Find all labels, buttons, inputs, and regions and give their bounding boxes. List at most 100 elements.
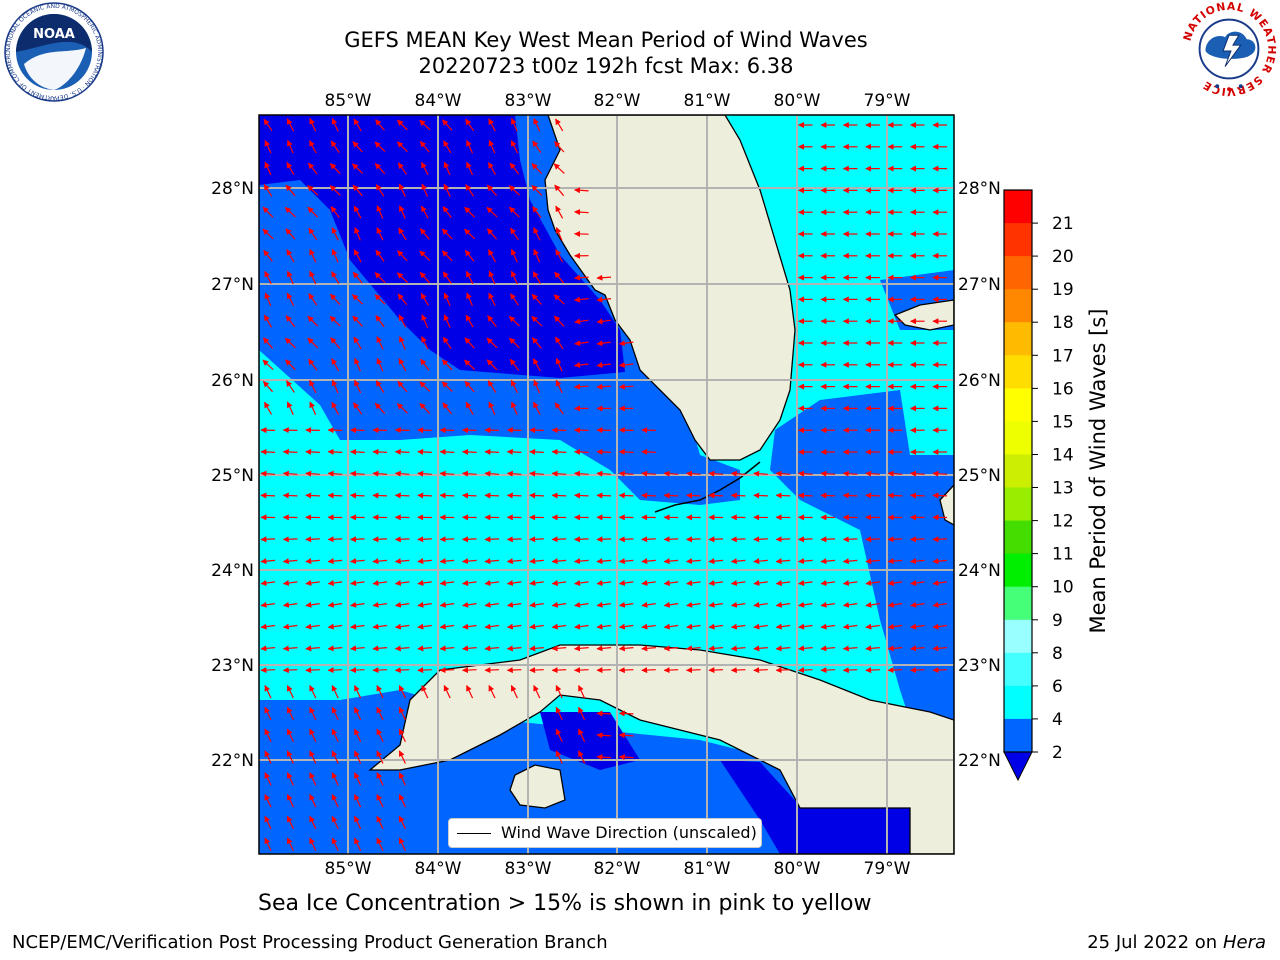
- wind-wave-arrow: [376, 772, 384, 786]
- wind-wave-arrow: [398, 772, 406, 786]
- wind-wave-arrow: [887, 623, 903, 630]
- wind-wave-arrow: [708, 492, 724, 499]
- wind-wave-arrow: [509, 206, 520, 218]
- wind-wave-arrow: [932, 623, 947, 630]
- wind-wave-arrow: [282, 558, 298, 565]
- wind-wave-arrow: [464, 359, 476, 371]
- colorbar-segment: [1004, 619, 1032, 654]
- colorbar-tick-label: 21: [1052, 214, 1074, 234]
- wind-wave-arrow: [439, 558, 455, 565]
- wind-wave-arrow: [910, 623, 925, 630]
- wind-wave-arrow: [618, 754, 634, 761]
- wind-wave-arrow: [529, 667, 544, 674]
- wind-wave-arrow: [686, 623, 701, 630]
- wind-wave-arrow: [398, 706, 406, 721]
- wind-wave-arrow: [641, 492, 656, 499]
- wind-wave-arrow: [551, 558, 567, 565]
- wind-wave-arrow: [596, 274, 612, 281]
- colorbar-tick-label: 20: [1052, 247, 1074, 267]
- wind-wave-arrow: [309, 684, 317, 699]
- wind-wave-arrow: [262, 228, 274, 240]
- wind-wave-arrow: [263, 183, 273, 197]
- wind-wave-arrow: [327, 448, 343, 455]
- wind-wave-arrow: [510, 140, 519, 154]
- wind-wave-arrow: [286, 249, 295, 263]
- wind-wave-arrow: [331, 248, 339, 263]
- wind-wave-arrow: [417, 645, 432, 652]
- wind-wave-arrow: [329, 163, 341, 175]
- wind-wave-arrow: [574, 536, 589, 543]
- wind-wave-arrow: [282, 601, 298, 608]
- wind-wave-arrow: [486, 206, 498, 218]
- wind-wave-arrow: [932, 536, 948, 543]
- wind-wave-arrow: [329, 315, 341, 327]
- wind-wave-arrow: [484, 448, 500, 455]
- wind-wave-arrow: [464, 337, 475, 349]
- wind-wave-arrow: [462, 623, 477, 630]
- colorbar-tick-label: 6: [1052, 677, 1063, 697]
- wind-wave-arrow: [553, 294, 565, 305]
- wind-wave-arrow: [285, 359, 296, 371]
- map-frame: [258, 114, 955, 855]
- lat-label-left: 28°N: [211, 179, 254, 199]
- wind-wave-arrow: [396, 272, 408, 283]
- wind-wave-arrow: [551, 470, 567, 477]
- colorbar-tick-label: 15: [1052, 412, 1074, 432]
- wind-wave-arrow: [420, 161, 429, 176]
- wind-wave-arrow: [376, 728, 384, 742]
- wind-wave-arrow: [663, 580, 679, 586]
- wind-wave-arrow: [397, 380, 408, 393]
- wind-wave-arrow: [487, 249, 497, 263]
- wind-wave-arrow: [331, 227, 339, 241]
- wind-wave-arrow: [466, 161, 474, 176]
- wind-wave-arrow: [354, 379, 362, 394]
- wind-wave-arrow: [551, 536, 567, 543]
- wind-wave-arrow: [753, 623, 768, 630]
- wind-wave-arrow: [887, 470, 903, 477]
- wind-wave-arrow: [798, 536, 813, 543]
- wind-wave-arrow: [574, 383, 589, 390]
- wind-wave-arrow: [419, 228, 430, 240]
- wind-wave-arrow: [284, 337, 296, 349]
- colorbar-frame: [1003, 189, 1033, 753]
- wind-wave-arrow: [820, 667, 836, 674]
- wind-wave-arrow: [260, 667, 276, 674]
- wind-wave-arrow: [419, 140, 430, 153]
- wind-wave-arrow: [555, 684, 563, 699]
- lat-label-left: 27°N: [211, 275, 254, 295]
- wind-wave-arrow: [753, 492, 768, 499]
- wind-wave-arrow: [708, 645, 724, 652]
- wind-wave-arrow: [352, 184, 363, 197]
- wind-wave-arrow: [287, 139, 294, 154]
- wind-wave-arrow: [887, 667, 903, 674]
- wind-wave-arrow: [555, 728, 563, 742]
- wind-wave-arrow: [596, 558, 612, 565]
- wind-wave-arrow: [488, 684, 496, 699]
- wind-wave-arrow: [533, 684, 541, 699]
- wind-wave-arrow: [506, 492, 522, 499]
- wind-wave-arrow: [798, 667, 813, 674]
- wind-wave-arrow: [753, 601, 768, 608]
- wind-wave-arrow: [354, 227, 361, 241]
- wind-wave-arrow: [578, 684, 586, 699]
- wind-wave-arrow: [506, 623, 522, 630]
- wind-wave-arrow: [309, 793, 317, 808]
- wind-wave-arrow: [618, 710, 634, 717]
- wind-wave-arrow: [533, 227, 541, 241]
- wind-wave-arrow: [331, 706, 339, 721]
- lat-label-left: 24°N: [211, 561, 254, 581]
- wind-wave-arrow: [910, 645, 925, 652]
- wind-wave-arrow: [596, 601, 611, 608]
- florida-land: [544, 115, 796, 461]
- wind-wave-arrow: [509, 293, 519, 306]
- wind-wave-arrow: [398, 227, 407, 241]
- wind-wave-arrow: [417, 667, 432, 674]
- wind-wave-arrow: [798, 580, 813, 586]
- wind-wave-arrow: [327, 601, 343, 608]
- wind-wave-arrow: [466, 292, 473, 307]
- wind-wave-arrow: [910, 492, 925, 499]
- lat-label-right: 24°N: [958, 561, 1001, 581]
- wind-wave-arrow: [305, 448, 320, 455]
- lat-label-left: 26°N: [211, 371, 254, 391]
- wind-wave-arrow: [775, 470, 791, 477]
